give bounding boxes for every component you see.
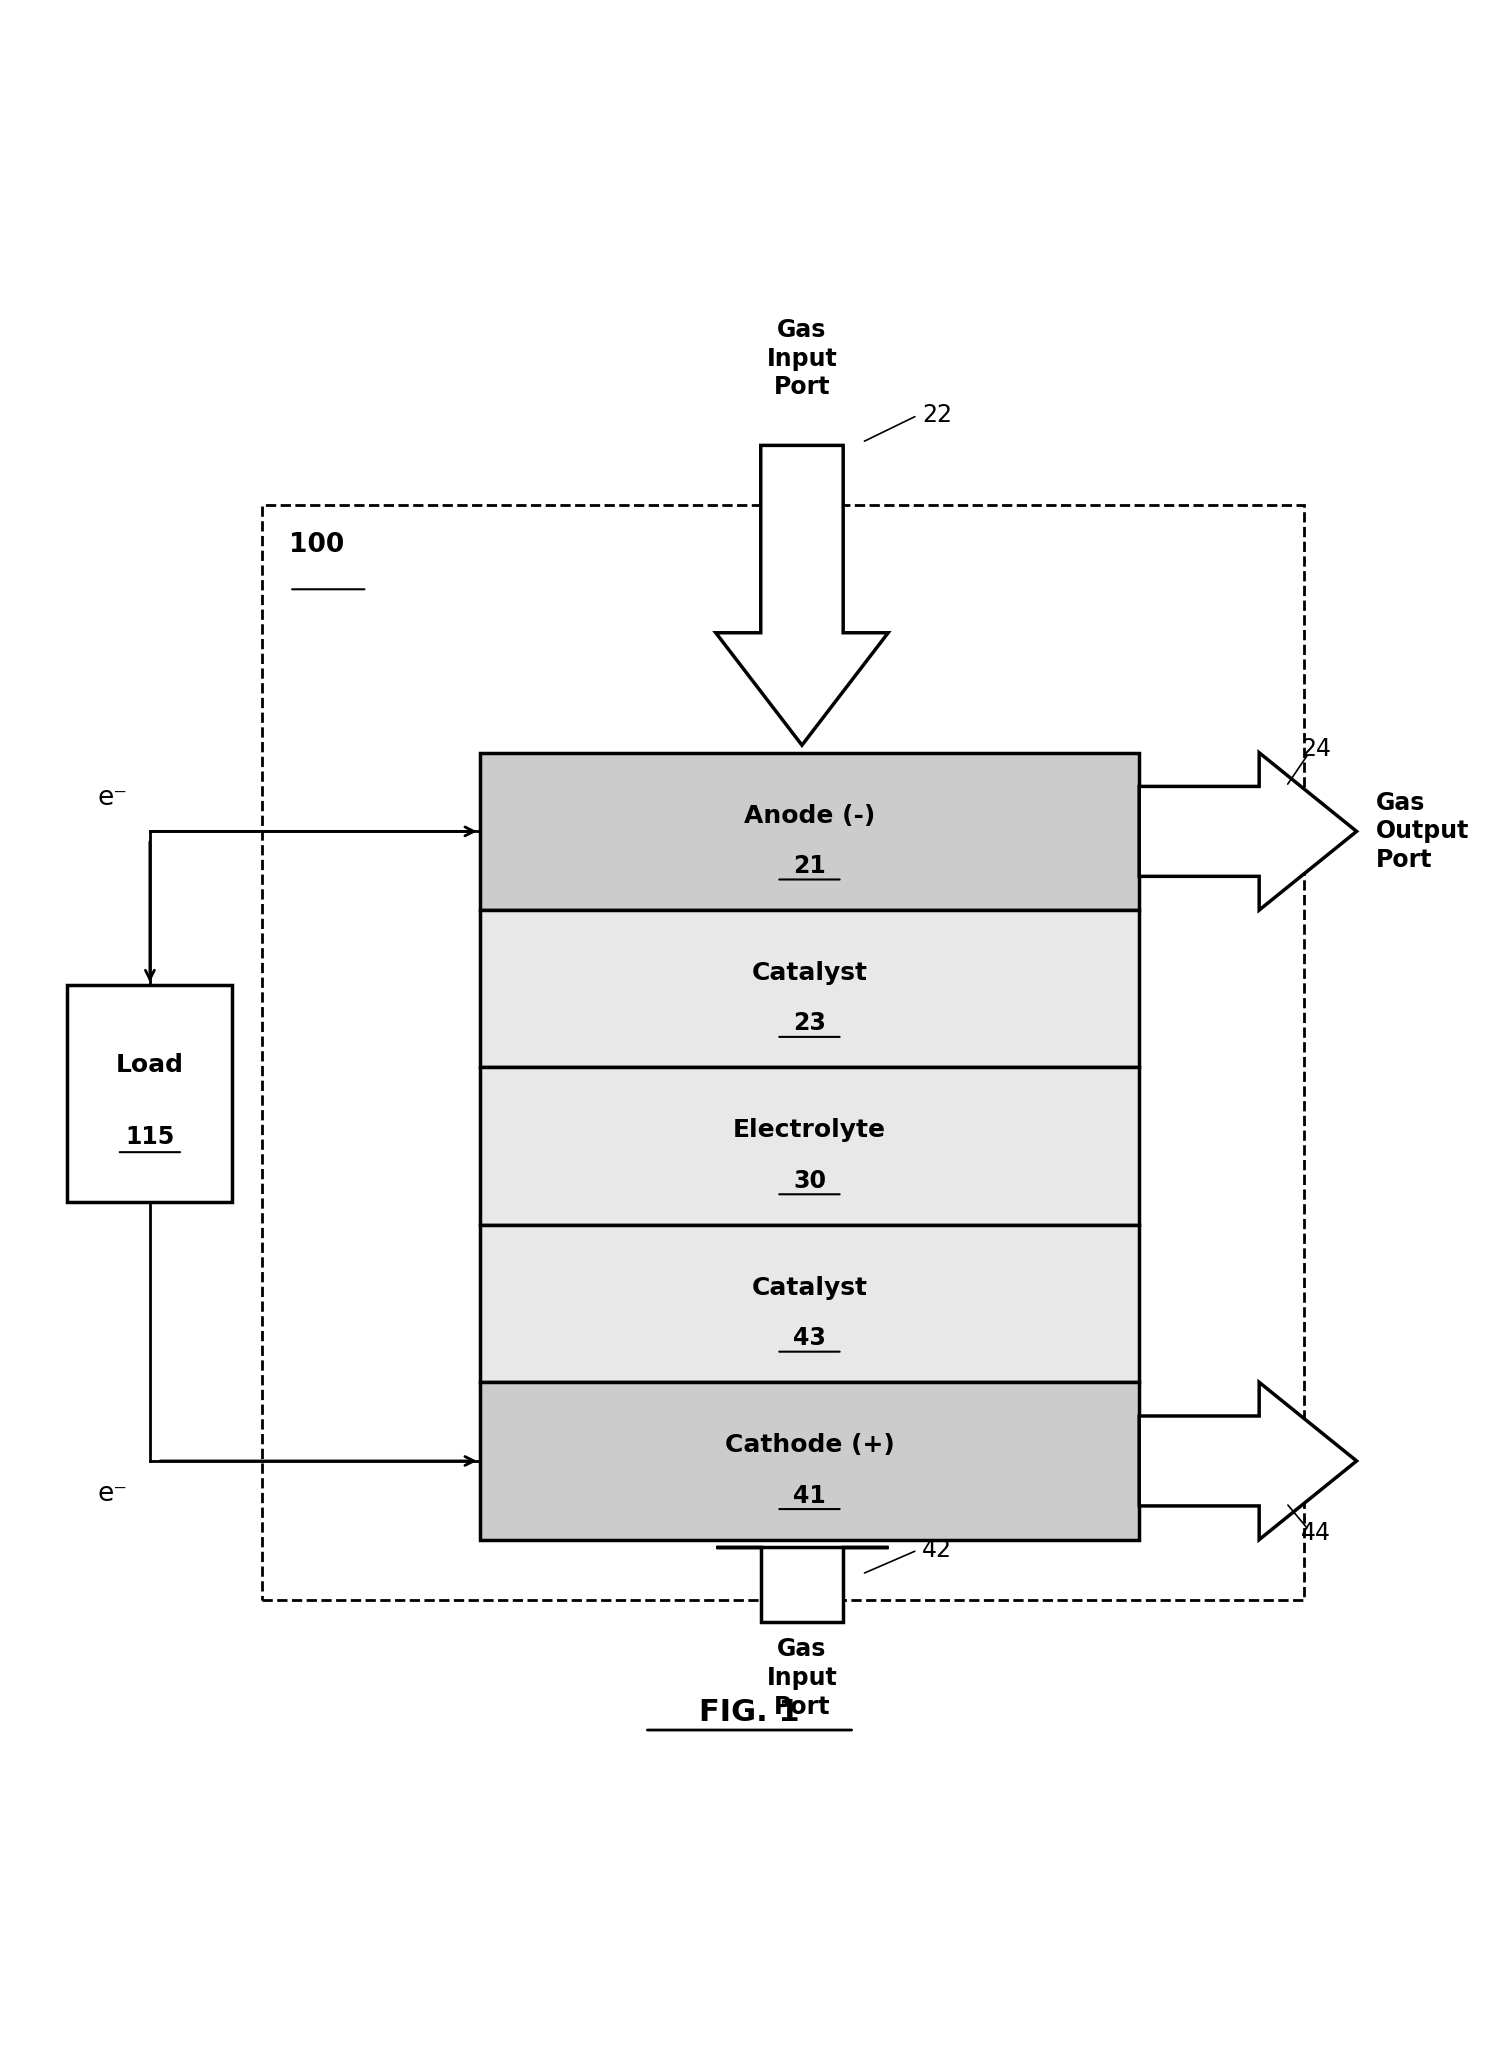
Text: e⁻: e⁻ (97, 785, 127, 812)
Polygon shape (717, 446, 887, 744)
Text: Gas
Input
Port: Gas Input Port (766, 1638, 838, 1718)
Text: FIG. 1: FIG. 1 (699, 1697, 800, 1726)
Polygon shape (717, 1548, 887, 1622)
Text: 42: 42 (922, 1538, 952, 1562)
Text: 22: 22 (922, 403, 952, 427)
Text: 24: 24 (1301, 736, 1331, 761)
Text: Anode (-): Anode (-) (744, 804, 875, 828)
Text: 30: 30 (793, 1170, 826, 1192)
Bar (480, 1382, 1139, 1540)
Polygon shape (1139, 1382, 1357, 1540)
Text: Gas
Output
Port: Gas Output Port (1376, 791, 1469, 871)
Bar (262, 505, 1304, 1599)
Text: 41: 41 (793, 1483, 826, 1507)
Text: Load: Load (115, 1053, 184, 1078)
Text: 100: 100 (289, 532, 345, 558)
Text: Cathode (+): Cathode (+) (724, 1434, 895, 1458)
Text: 44: 44 (1301, 1521, 1331, 1544)
Text: 23: 23 (793, 1012, 826, 1035)
Text: 21: 21 (793, 855, 826, 877)
Bar (67, 986, 232, 1202)
Text: 43: 43 (793, 1327, 826, 1350)
Text: 115: 115 (126, 1125, 174, 1149)
Bar (480, 1225, 1139, 1382)
Text: Catalyst: Catalyst (751, 1276, 868, 1301)
Bar (480, 753, 1139, 910)
Bar (480, 910, 1139, 1067)
Text: Gas
Input
Port: Gas Input Port (766, 317, 838, 399)
Text: Catalyst: Catalyst (751, 961, 868, 986)
Bar (480, 1067, 1139, 1225)
Polygon shape (1139, 753, 1357, 910)
Text: e⁻: e⁻ (97, 1481, 127, 1507)
Text: Electrolyte: Electrolyte (733, 1119, 886, 1143)
